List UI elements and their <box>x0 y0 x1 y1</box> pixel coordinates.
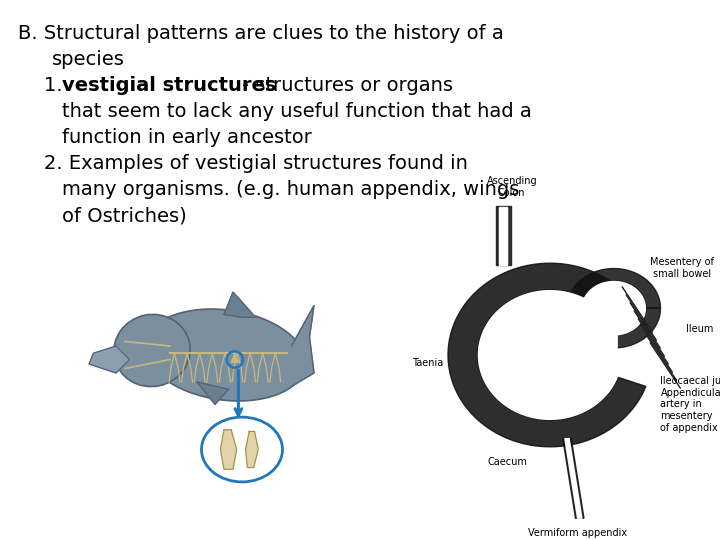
Text: B. Structural patterns are clues to the history of a: B. Structural patterns are clues to the … <box>18 24 504 43</box>
Text: Vermiform appendix: Vermiform appendix <box>528 528 627 538</box>
Polygon shape <box>246 431 258 468</box>
Text: that seem to lack any useful function that had a: that seem to lack any useful function th… <box>62 102 532 121</box>
Polygon shape <box>197 382 228 404</box>
Polygon shape <box>478 290 618 420</box>
Polygon shape <box>220 430 237 469</box>
Polygon shape <box>292 306 314 387</box>
Polygon shape <box>567 268 660 348</box>
Text: - structures or organs: - structures or organs <box>242 76 453 95</box>
Text: 1.: 1. <box>44 76 69 95</box>
Ellipse shape <box>114 314 190 387</box>
Polygon shape <box>563 438 584 518</box>
Text: Ascending
Colon: Ascending Colon <box>487 177 537 198</box>
Polygon shape <box>89 346 130 373</box>
Text: many organisms. (e.g. human appendix, wings: many organisms. (e.g. human appendix, wi… <box>62 180 519 199</box>
Ellipse shape <box>145 309 305 401</box>
Polygon shape <box>565 438 582 518</box>
Polygon shape <box>448 263 646 447</box>
Polygon shape <box>582 281 646 336</box>
Text: Caecum: Caecum <box>487 457 528 467</box>
Text: of Ostriches): of Ostriches) <box>62 206 186 225</box>
Polygon shape <box>448 258 639 452</box>
Polygon shape <box>231 354 238 362</box>
Polygon shape <box>224 292 256 317</box>
Polygon shape <box>495 206 511 265</box>
Polygon shape <box>500 207 507 265</box>
Text: vestigial structures: vestigial structures <box>62 76 276 95</box>
Text: Taenia: Taenia <box>413 359 444 368</box>
Text: Mesentery of
small bowel: Mesentery of small bowel <box>650 257 714 279</box>
Text: Ileum: Ileum <box>686 325 714 334</box>
Text: species: species <box>52 50 125 69</box>
Ellipse shape <box>202 417 282 482</box>
Text: Ileocaecal junction
Appendicular
artery in
mesentery
of appendix: Ileocaecal junction Appendicular artery … <box>660 376 720 433</box>
Text: 2. Examples of vestigial structures found in: 2. Examples of vestigial structures foun… <box>44 154 468 173</box>
Text: function in early ancestor: function in early ancestor <box>62 128 312 147</box>
